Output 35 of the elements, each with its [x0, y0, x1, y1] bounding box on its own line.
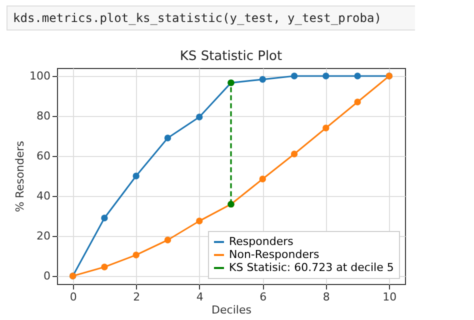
- y-tick-label: 100: [30, 70, 50, 82]
- x-tick-label: 4: [196, 290, 204, 304]
- point: [101, 214, 108, 222]
- legend-label: Responders: [229, 235, 294, 248]
- y-tick-label: 0: [44, 270, 50, 282]
- point: [290, 72, 298, 80]
- point: [259, 176, 266, 182]
- y-tick-label: 40: [36, 190, 50, 202]
- y-tick-label: 20: [36, 230, 50, 242]
- point: [132, 172, 140, 180]
- x-tick-label: 0: [70, 290, 77, 304]
- x-tick-label: 2: [133, 290, 140, 304]
- y-tick-label: 80: [36, 110, 50, 122]
- point: [164, 236, 172, 244]
- point: [132, 252, 140, 258]
- chart-title: KS Statistic Plot: [180, 49, 282, 64]
- legend-label: KS Statisic: 60.723 at decile 5: [229, 261, 394, 274]
- point: [196, 114, 203, 120]
- point: [354, 72, 361, 80]
- x-tick-label: 6: [260, 290, 267, 304]
- x-tick-label: 8: [322, 290, 330, 304]
- legend-label: Non-Responders: [229, 248, 320, 261]
- y-axis-title: % Resonders: [14, 140, 27, 212]
- text: kds.metrics.plot_ks_statistic(y_test, y_test_proba): [13, 11, 382, 25]
- point: [322, 124, 330, 132]
- point: [290, 150, 298, 158]
- point: [354, 98, 361, 106]
- x-tick-label: 10: [382, 290, 397, 304]
- point: [196, 218, 203, 224]
- point: [259, 76, 266, 83]
- x-axis-title: Deciles: [212, 304, 252, 316]
- point: [322, 72, 330, 80]
- point: [164, 134, 172, 142]
- y-tick-label: 60: [36, 150, 50, 162]
- point: [101, 264, 108, 270]
